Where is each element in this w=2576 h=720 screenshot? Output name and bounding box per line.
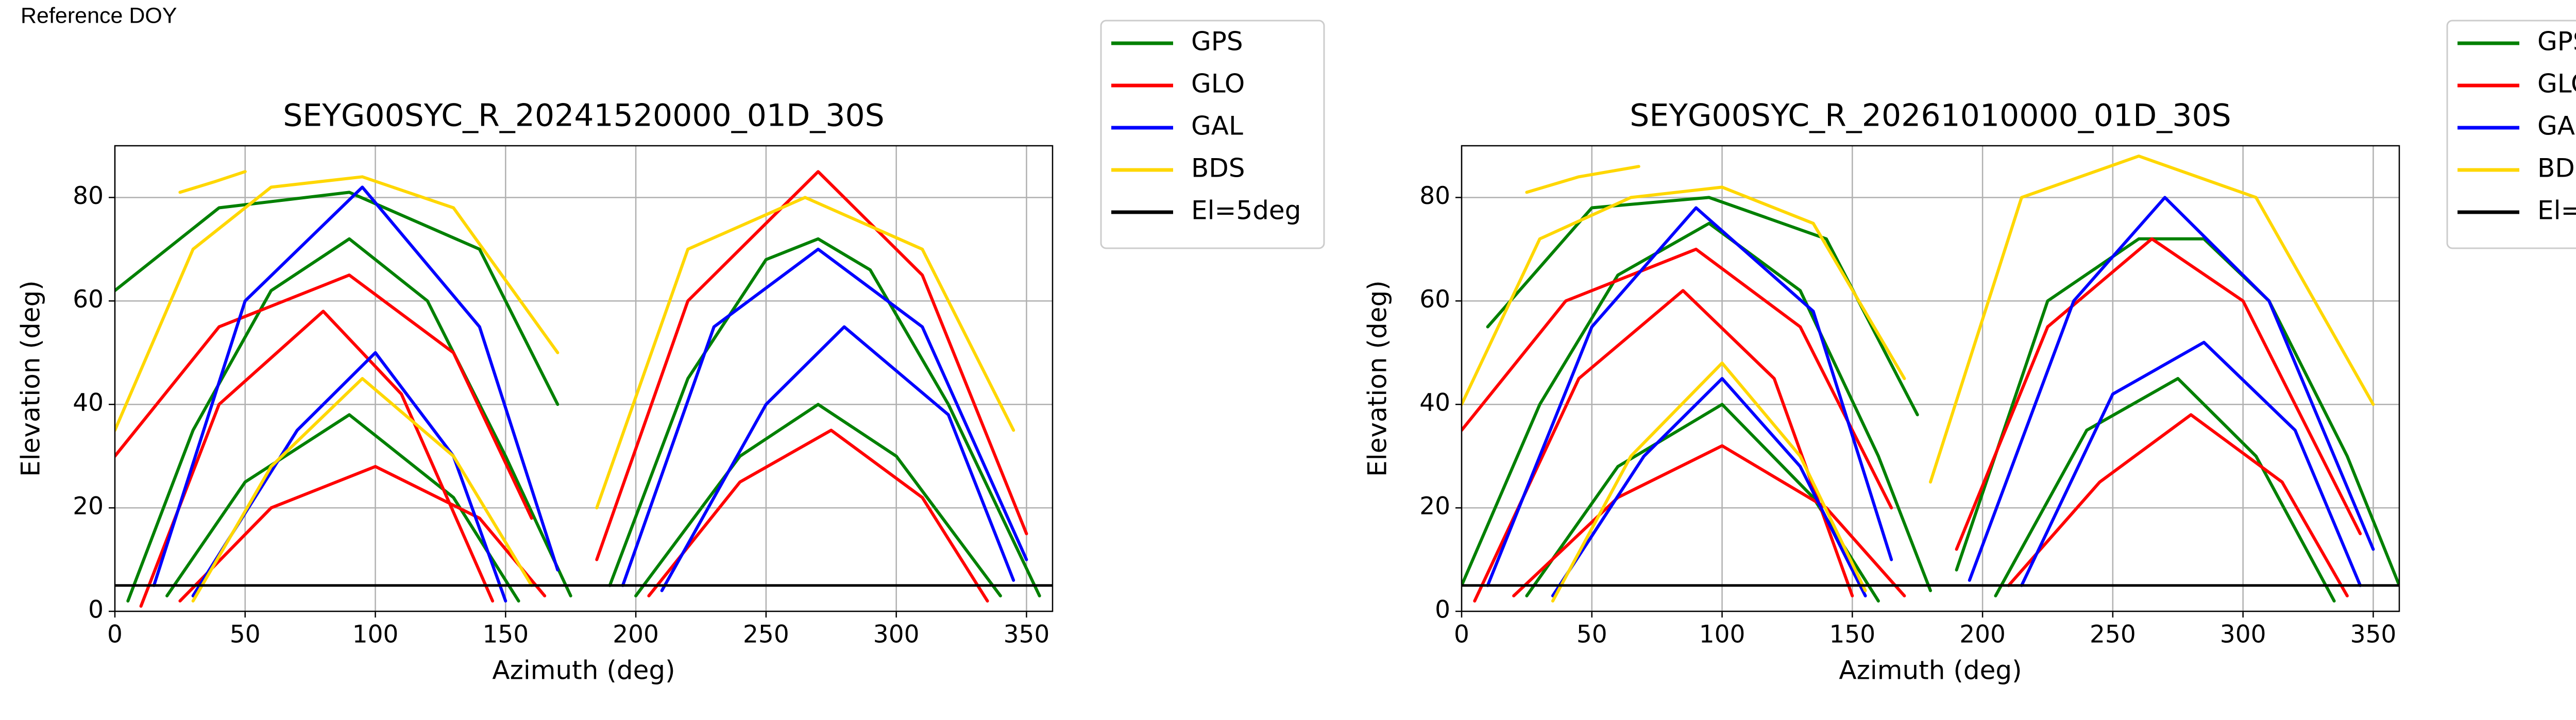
x-tick-label: 200: [613, 621, 659, 649]
plot-frame: [114, 145, 1054, 612]
legend-label: GAL: [1191, 111, 1243, 141]
plot-frame: [1461, 145, 2400, 612]
track-line: [115, 191, 1041, 603]
x-tick-label: 50: [1577, 621, 1607, 649]
y-tick-label: 0: [88, 596, 104, 624]
track-line: [1486, 196, 2375, 597]
y-tick-label: 60: [73, 285, 104, 314]
legend-label: GPS: [2537, 27, 2576, 57]
y-tick-label: 80: [73, 182, 104, 210]
legend-label: El=5deg: [1191, 196, 1301, 226]
x-tick-label: 0: [107, 621, 123, 649]
legend-label: GLO: [2537, 69, 2576, 99]
legend-label: BDS: [2537, 153, 2576, 183]
x-tick-label: 150: [482, 621, 529, 649]
subplot: SEYG00SYC_R_20241520000_01D_30S 0 50 100 150…: [16, 20, 1325, 685]
legend-label: BDS: [1191, 153, 1245, 183]
y-axis-label: Elevation (deg): [1363, 280, 1393, 476]
subplot: SEYG00SYC_R_20261010000_01D_30S 0 50 100 150…: [1363, 20, 2576, 685]
legend-box: [2446, 20, 2576, 249]
legend-label: GAL: [2537, 111, 2576, 141]
x-tick-label: 300: [2220, 621, 2266, 649]
x-tick-label: 150: [1829, 621, 1875, 649]
x-tick-label: 250: [2090, 621, 2136, 649]
track-line: [1462, 155, 2375, 603]
y-axis-label: Elevation (deg): [16, 280, 46, 476]
x-tick-label: 0: [1454, 621, 1469, 649]
track-line: [152, 185, 1028, 603]
x-tick-label: 200: [1959, 621, 2006, 649]
chart-title: SEYG00SYC_R_20261010000_01D_30S: [1630, 98, 2231, 134]
x-tick-label: 50: [230, 621, 261, 649]
x-tick-label: 100: [352, 621, 399, 649]
track-line: [115, 170, 1015, 603]
header: Reference DOY: [21, 3, 177, 28]
x-tick-label: 250: [743, 621, 789, 649]
legend-box: [1100, 20, 1325, 249]
x-tick-label: 350: [1004, 621, 1050, 649]
legend-label: GPS: [1191, 27, 1243, 57]
x-tick-label: 100: [1699, 621, 1745, 649]
track-line: [1462, 237, 2362, 603]
y-tick-label: 60: [1419, 285, 1450, 314]
x-tick-label: 350: [2350, 621, 2397, 649]
y-tick-label: 20: [73, 492, 104, 521]
x-axis-label: Azimuth (deg): [1839, 656, 2022, 685]
y-tick-label: 80: [1419, 182, 1450, 210]
track-line: [115, 170, 1028, 608]
y-tick-label: 0: [1435, 596, 1450, 624]
legend-label: El=5deg: [2537, 196, 2576, 226]
chart-title: SEYG00SYC_R_20241520000_01D_30S: [283, 98, 884, 134]
x-tick-label: 300: [873, 621, 920, 649]
y-tick-label: 40: [1419, 389, 1450, 417]
y-tick-label: 20: [1419, 492, 1450, 521]
y-tick-label: 40: [73, 389, 104, 417]
x-axis-label: Azimuth (deg): [492, 656, 675, 685]
track-line: [1462, 196, 2399, 603]
legend-label: GLO: [1191, 69, 1245, 99]
